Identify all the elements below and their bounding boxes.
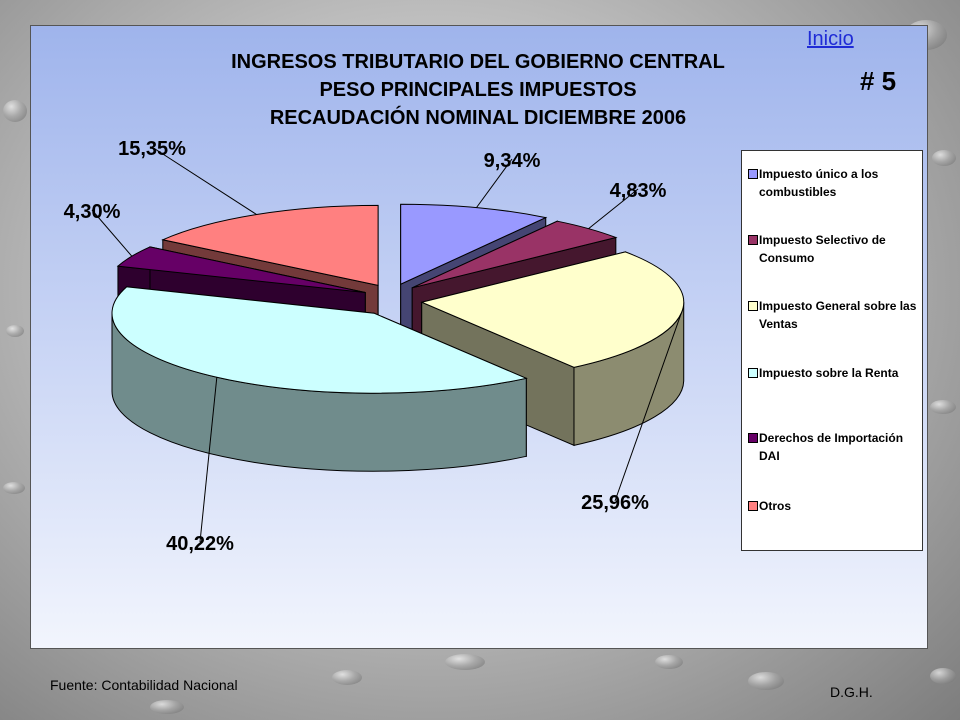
chart-legend: Impuesto único a los combustibles Impuest…	[741, 150, 923, 551]
legend-item: Otros	[748, 497, 920, 515]
legend-label: Impuesto sobre la Renta	[759, 366, 899, 380]
legend-label: Impuesto único a los combustibles	[759, 167, 879, 199]
background-sphere	[932, 150, 956, 166]
leader-line	[588, 188, 639, 230]
legend-swatch	[748, 169, 758, 179]
legend-swatch	[748, 368, 758, 378]
leader-line	[614, 312, 682, 502]
chart-title-line-3: RECAUDACIÓN NOMINAL DICIEMBRE 2006	[270, 105, 686, 129]
background-sphere	[930, 668, 956, 684]
slice-percent-label: 25,96%	[581, 492, 649, 514]
slice-percent-label: 4,83%	[610, 180, 667, 202]
background-sphere	[3, 482, 25, 494]
legend-swatch	[748, 501, 758, 511]
legend-label: Impuesto Selectivo de Consumo	[759, 233, 886, 265]
leader-line	[199, 377, 218, 543]
author-note: D.G.H.	[830, 684, 873, 700]
legend-item: Impuesto General sobre las Ventas	[748, 297, 920, 333]
legend-swatch	[748, 433, 758, 443]
background-sphere	[655, 655, 683, 669]
leader-line	[476, 158, 513, 208]
legend-item: Impuesto Selectivo de Consumo	[748, 231, 920, 267]
slide-number: # 5	[860, 66, 897, 96]
slice-percent-label: 15,35%	[118, 138, 186, 160]
legend-item: Impuesto sobre la Renta	[748, 364, 920, 382]
leader-line	[91, 209, 133, 257]
source-note: Fuente: Contabilidad Nacional	[50, 677, 238, 693]
background-sphere	[930, 400, 956, 414]
chart-title-line-1: INGRESOS TRIBUTARIO DEL GOBIERNO CENTRAL	[231, 51, 725, 73]
pie-slice	[111, 286, 528, 472]
background-sphere	[150, 700, 184, 714]
slice-percent-label: 9,34%	[484, 150, 541, 172]
slice-percent-label: 40,22%	[166, 533, 234, 555]
background-sphere	[445, 654, 485, 670]
legend-label: Otros	[759, 499, 792, 513]
legend-label: Impuesto General sobre las Ventas	[759, 299, 917, 331]
background-sphere	[3, 100, 27, 122]
legend-swatch	[748, 301, 758, 311]
legend-item: Impuesto único a los combustibles	[748, 165, 920, 201]
legend-item: Derechos de Importación DAI	[748, 429, 920, 465]
slice-percent-label: 4,30%	[64, 201, 121, 223]
background-sphere	[6, 325, 24, 337]
background-sphere	[332, 670, 362, 685]
chart-title: INGRESOS TRIBUTARIO DEL GOBIERNO CENTRAL…	[231, 51, 725, 129]
inicio-link[interactable]: Inicio	[807, 28, 854, 50]
leader-line	[151, 146, 257, 215]
legend-swatch	[748, 235, 758, 245]
legend-label: Derechos de Importación DAI	[759, 431, 904, 463]
background-sphere	[748, 672, 784, 690]
chart-title-line-2: PESO PRINCIPALES IMPUESTOS	[319, 79, 636, 101]
